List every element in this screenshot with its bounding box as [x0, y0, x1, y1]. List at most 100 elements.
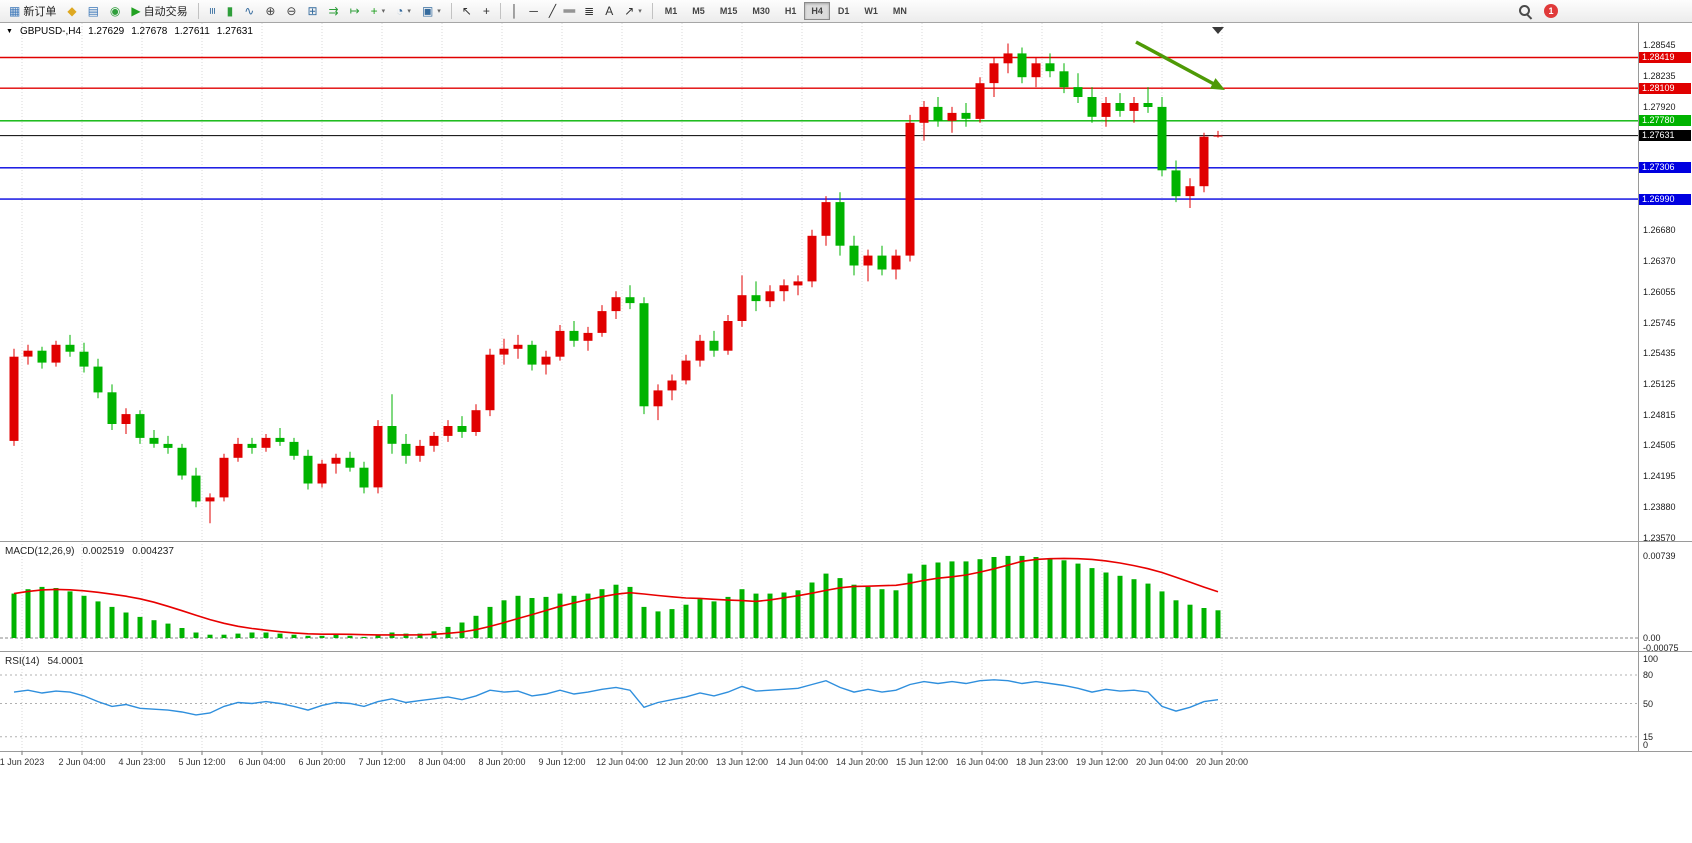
- price-scale-label: 1.23880: [1643, 502, 1676, 513]
- price-tag: 1.27631: [1639, 130, 1691, 142]
- price-scale-label: 1.28545: [1643, 40, 1676, 50]
- chart-shift-button[interactable]: ↦: [345, 1, 365, 22]
- time-label: 19 Jun 12:00: [1075, 757, 1129, 767]
- macd-scale-label: 0.00739: [1643, 551, 1676, 561]
- timeframe-d1-button[interactable]: D1: [837, 6, 850, 16]
- collapse-triangle-icon[interactable]: ▼: [6, 28, 13, 35]
- fibonacci-icon: ≣: [584, 4, 595, 18]
- macd-value-main: 0.002519: [82, 546, 125, 557]
- rsi-label: RSI(14): [5, 656, 40, 667]
- price-tag: 1.28419: [1639, 52, 1691, 63]
- bar-chart-button[interactable]: ≡: [204, 1, 221, 22]
- time-label: 1 Jun 2023: [0, 757, 45, 767]
- price-scale-label: 1.24195: [1643, 471, 1676, 482]
- time-label: 14 Jun 20:00: [835, 757, 889, 767]
- price-scale-label: 1.26680: [1643, 224, 1676, 235]
- price-scale-label: 1.25435: [1643, 348, 1676, 359]
- horizontal-line-icon: ─: [529, 4, 538, 18]
- macd-label: MACD(12,26,9): [5, 546, 75, 557]
- price-scale-label: 1.24815: [1643, 409, 1676, 420]
- notification-badge[interactable]: 1: [1544, 4, 1558, 18]
- cursor-button[interactable]: ↖: [457, 1, 477, 22]
- vertical-line-button[interactable]: │: [506, 1, 524, 22]
- candlestick-button[interactable]: ▮: [222, 1, 239, 22]
- zoom-out-button[interactable]: ⊖: [281, 1, 301, 22]
- toolbar-buttons: ▦ 新订单 ◆ ▤ ◉ ▶ 自动交易 ≡ ▮ ∿ ⊕ ⊖ ⊞ ⇉ ↦ + ▾ ◔ ▾ ▣ ▾ ↖ + │ ─ ╱ ∥ ≣ A ↗ ▾ M1 M5…: [4, 1, 914, 22]
- vertical-line-icon: │: [510, 4, 519, 18]
- price-scale[interactable]: 1.28545 1.28235 1.27920 1.26680 1.26370 1.260…: [1639, 0, 1692, 843]
- dropdown-caret-icon: ▾: [407, 8, 411, 15]
- zoom-in-button[interactable]: ⊕: [260, 1, 280, 22]
- ohlc-bars-icon: ≡: [205, 7, 220, 15]
- time-label: 2 Jun 04:00: [58, 757, 106, 767]
- macd-panel-header: MACD(12,26,9) 0.002519 0.004237: [5, 546, 174, 557]
- crosshair-button[interactable]: +: [478, 1, 495, 22]
- time-label: 6 Jun 04:00: [238, 757, 286, 767]
- time-label: 5 Jun 12:00: [178, 757, 226, 767]
- time-label: 8 Jun 20:00: [478, 757, 526, 767]
- indicator-plus-icon: +: [370, 4, 378, 18]
- zoom-in-icon: ⊕: [265, 4, 276, 18]
- timeframe-m30-button[interactable]: M30: [752, 6, 770, 16]
- trendline-button[interactable]: ╱: [544, 1, 561, 22]
- crosshair-icon: +: [482, 4, 490, 18]
- time-label: 20 Jun 04:00: [1135, 757, 1189, 767]
- dropdown-caret-icon: ▾: [437, 8, 441, 15]
- fibonacci-button[interactable]: ≣: [579, 1, 599, 22]
- market-watch-icon: ▤: [87, 4, 99, 18]
- periods-button[interactable]: ◔ ▾: [391, 1, 416, 22]
- auto-trading-button[interactable]: ▶ 自动交易: [126, 1, 192, 22]
- auto-scroll-button[interactable]: ⇉: [324, 1, 344, 22]
- rsi-scale-label: 80: [1643, 670, 1654, 680]
- tile-windows-button[interactable]: ⊞: [302, 1, 322, 22]
- price-tag: 1.26990: [1639, 193, 1691, 205]
- timeframe-m5-button[interactable]: M5: [692, 6, 705, 16]
- line-chart-button[interactable]: ∿: [239, 1, 259, 22]
- data-window-icon: ◉: [109, 4, 121, 18]
- chart-shift-icon: ↦: [349, 4, 360, 18]
- time-label: 9 Jun 12:00: [538, 757, 586, 767]
- time-label: 13 Jun 12:00: [715, 757, 769, 767]
- time-label: 12 Jun 04:00: [595, 757, 649, 767]
- price-scale-label: 1.23570: [1643, 533, 1676, 543]
- timeframe-h4-button[interactable]: H4: [804, 2, 830, 20]
- timeframe-mn-button[interactable]: MN: [892, 6, 907, 16]
- indicators-button[interactable]: + ▾: [366, 1, 391, 22]
- magnifier-icon: [1518, 4, 1533, 19]
- time-label: 15 Jun 12:00: [895, 757, 949, 767]
- toolbar-separator: [499, 3, 501, 19]
- text-button[interactable]: A: [600, 1, 618, 22]
- clock-icon: ◔: [396, 4, 404, 18]
- chart-window-button[interactable]: ◆: [62, 1, 81, 22]
- templates-button[interactable]: ▣ ▾: [417, 1, 446, 22]
- time-label: 16 Jun 04:00: [955, 757, 1009, 767]
- time-label: 18 Jun 23:00: [1015, 757, 1069, 767]
- price-tag: 1.28109: [1639, 82, 1691, 94]
- chart-high-value: 1.27678: [131, 26, 168, 37]
- line-chart-icon: ∿: [244, 4, 255, 18]
- rsi-panel-header: RSI(14) 54.0001: [5, 656, 84, 667]
- time-axis[interactable]: 1 Jun 2023 2 Jun 04:00 4 Jun 23:00 5 Jun 12…: [0, 752, 1638, 778]
- horizontal-line-button[interactable]: ─: [524, 1, 543, 22]
- price-tag: 1.27306: [1639, 162, 1691, 174]
- new-order-button[interactable]: ▦ 新订单: [4, 1, 61, 22]
- timeframe-w1-button[interactable]: W1: [864, 6, 878, 16]
- timeframe-m15-button[interactable]: M15: [719, 6, 738, 16]
- template-icon: ▣: [421, 4, 434, 18]
- zoom-out-icon: ⊖: [286, 4, 297, 18]
- timeframe-m1-button[interactable]: M1: [664, 6, 678, 16]
- macd-value-signal: 0.004237: [132, 546, 174, 557]
- chart-symbol-period: GBPUSD-,H4: [19, 26, 82, 37]
- mt4-window: ▦ 新订单 ◆ ▤ ◉ ▶ 自动交易 ≡ ▮ ∿ ⊕ ⊖ ⊞ ⇉ ↦ + ▾ ◔ ▾ ▣ ▾ ↖ + │ ─ ╱ ∥ ≣ A ↗ ▾ M1 M5…: [0, 0, 1692, 767]
- timeframe-h1-button[interactable]: H1: [784, 6, 797, 16]
- market-watch-button[interactable]: ▤: [83, 1, 104, 22]
- text-icon: A: [605, 4, 614, 18]
- channel-button[interactable]: ∥: [562, 1, 578, 22]
- price-scale-label: 1.27920: [1643, 101, 1676, 112]
- data-window-button[interactable]: ◉: [105, 1, 125, 22]
- search-button[interactable]: [1513, 1, 1538, 22]
- arrows-button[interactable]: ↗ ▾: [619, 1, 647, 22]
- price-tag: 1.27780: [1639, 115, 1691, 127]
- rsi-scale-label: 15: [1643, 731, 1654, 742]
